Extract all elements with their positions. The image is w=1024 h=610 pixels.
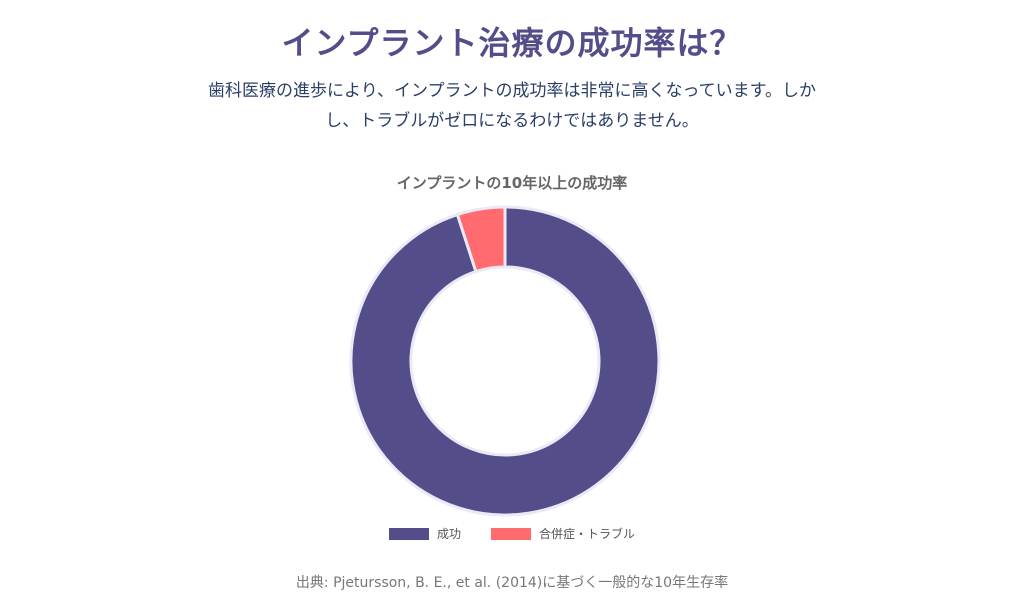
donut-slice-complication[interactable] bbox=[455, 205, 507, 274]
source-citation: 出典: Pjetursson, B. E., et al. (2014)に基づく… bbox=[295, 575, 729, 591]
legend-label-success: 成功 bbox=[436, 527, 461, 541]
chart-title: インプラントの10年以上の成功率 bbox=[396, 174, 628, 192]
chart-legend[interactable]: 成功 合併症・トラブル bbox=[0, 525, 1024, 542]
legend-label-complication: 合併症・トラブル bbox=[539, 527, 636, 541]
donut-slice-success[interactable] bbox=[349, 205, 661, 517]
intro-line-1: 歯科医療の進歩により、インプラントの成功率は非常に高くなっています。しか bbox=[208, 81, 816, 101]
legend-item-success[interactable]: 成功 bbox=[388, 525, 461, 542]
intro-line-2: し、トラブルがゼロになるわけではありません。 bbox=[325, 111, 699, 131]
page-title: インプラント治療の成功率は？ bbox=[281, 24, 743, 62]
donut-chart bbox=[349, 205, 661, 517]
legend-item-complication[interactable]: 合併症・トラブル bbox=[491, 525, 635, 542]
legend-swatch-complication bbox=[491, 527, 531, 540]
legend-swatch-success bbox=[388, 527, 429, 540]
intro-text: 歯科医療の進歩により、インプラントの成功率は非常に高くなっています。しか し、ト… bbox=[0, 76, 1024, 136]
